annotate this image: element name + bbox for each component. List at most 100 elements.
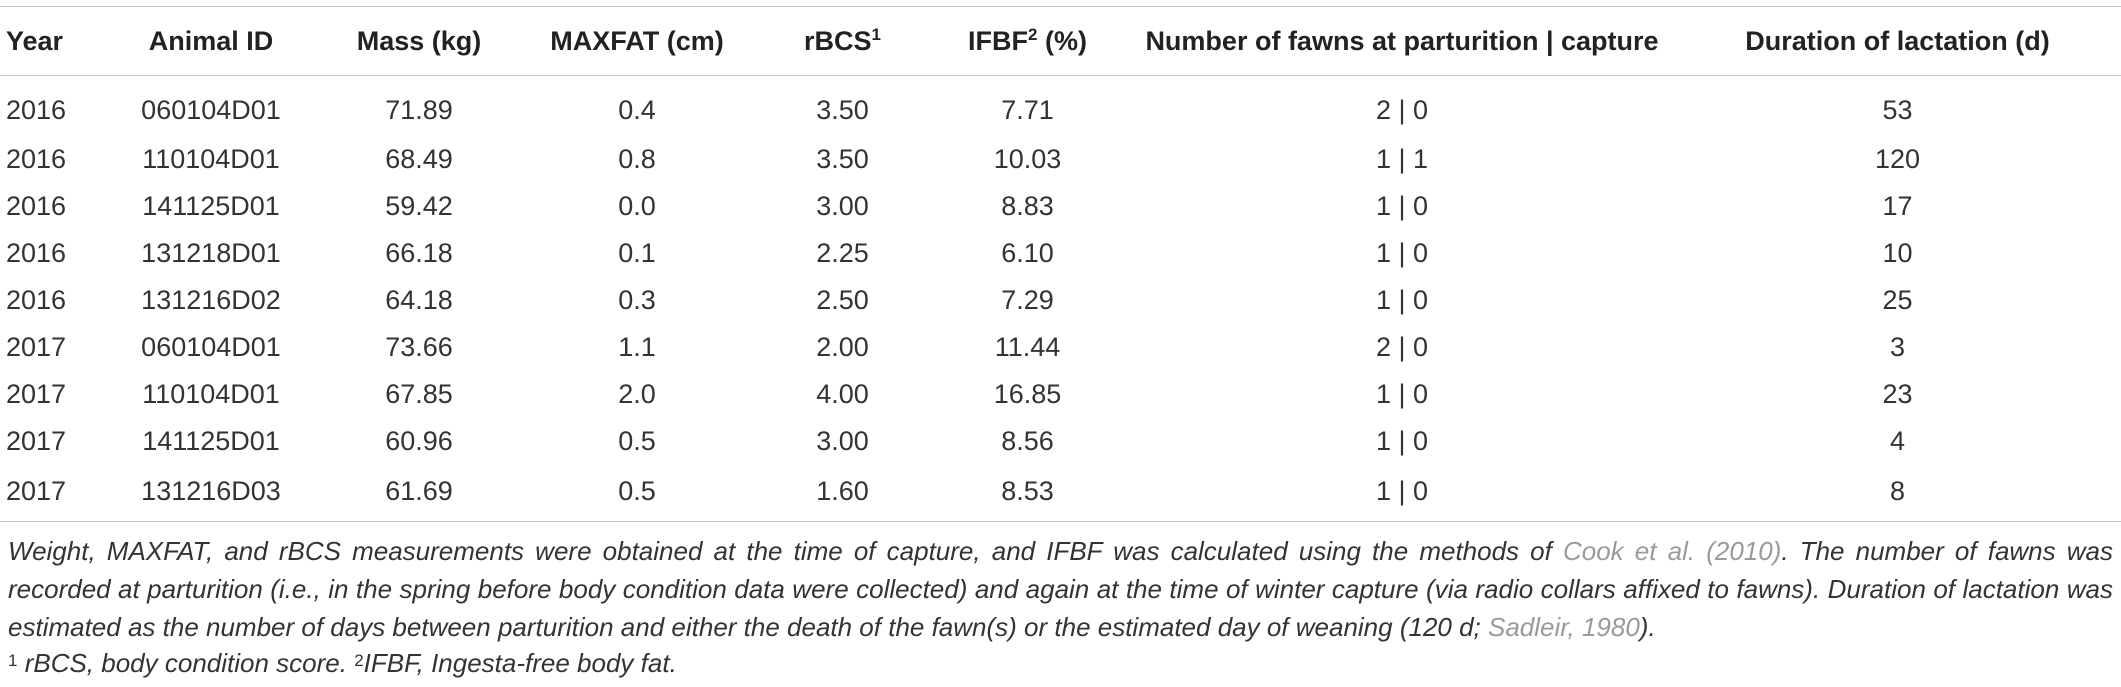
cell-lactation: 4 xyxy=(1889,426,1906,456)
table-row: 2017 060104D01 73.66 1.1 2.00 11.44 2 | … xyxy=(0,324,2121,371)
header-mass: Mass (kg) xyxy=(324,6,514,76)
cell-fawns: 1 | 1 xyxy=(1375,144,1429,174)
table-row: 2017 141125D01 60.96 0.5 3.00 8.56 1 | 0… xyxy=(0,418,2121,465)
cell-fawns: 1 | 0 xyxy=(1375,426,1429,456)
cell-lactation: 25 xyxy=(1882,285,1913,315)
cell-maxfat: 0.1 xyxy=(618,238,656,268)
cell-maxfat: 0.4 xyxy=(618,94,656,125)
cell-mass: 67.85 xyxy=(385,379,453,409)
footnote-text-3: ). xyxy=(1639,612,1656,642)
cell-fawns: 1 | 0 xyxy=(1130,465,1674,522)
table-row: 2016 131218D01 66.18 0.1 2.25 6.10 1 | 0… xyxy=(0,230,2121,277)
cell-lactation: 17 xyxy=(1882,191,1913,221)
cell-ifbf: 8.56 xyxy=(1001,426,1054,456)
cell-animal-id: 060104D01 xyxy=(141,94,281,125)
cell-lactation: 53 xyxy=(1882,94,1913,125)
table-row: 2016 131216D02 64.18 0.3 2.50 7.29 1 | 0… xyxy=(0,277,2121,324)
header-rbcs: rBCS1 xyxy=(760,6,925,76)
cell-mass: 66.18 xyxy=(385,238,453,268)
cell-animal-id: 141125D01 xyxy=(142,426,280,456)
table-header: Year Animal ID Mass (kg) MAXFAT (cm) rBC… xyxy=(0,6,2121,76)
cell-lactation: 8 xyxy=(1674,465,2121,522)
cell-ifbf: 8.53 xyxy=(925,465,1130,522)
citation-link-cook-2010[interactable]: Cook et al. (2010) xyxy=(1562,536,1782,566)
abbreviation-notes: 1 rBCS, body condition score. 2IFBF, Ing… xyxy=(8,646,2113,680)
cell-year: 2017 xyxy=(0,465,98,522)
cell-ifbf: 6.10 xyxy=(1001,238,1054,268)
header-maxfat: MAXFAT (cm) xyxy=(514,6,760,76)
cell-mass: 60.96 xyxy=(385,426,453,456)
cell-rbcs: 2.25 xyxy=(816,238,869,268)
cell-year: 2016 xyxy=(6,238,67,268)
cell-animal-id: 110104D01 xyxy=(142,144,280,174)
cell-maxfat: 1.1 xyxy=(618,332,656,362)
cell-year: 2017 xyxy=(6,379,67,409)
cell-fawns: 1 | 0 xyxy=(1375,379,1429,409)
cell-ifbf: 10.03 xyxy=(993,144,1062,174)
header-ifbf: IFBF2 (%) xyxy=(925,6,1130,76)
table-row: 2017 131216D03 61.69 0.5 1.60 8.53 1 | 0… xyxy=(0,465,2121,522)
cell-maxfat: 0.3 xyxy=(618,285,656,315)
cell-maxfat: 0.5 xyxy=(618,426,656,456)
cell-ifbf: 8.83 xyxy=(1001,191,1054,221)
cell-rbcs: 3.00 xyxy=(816,191,869,221)
cell-mass: 71.89 xyxy=(385,94,453,125)
header-ifbf-label: IFBF xyxy=(968,25,1029,56)
cell-maxfat: 2.0 xyxy=(618,379,656,409)
cell-mass: 59.42 xyxy=(385,191,453,221)
cell-mass: 61.69 xyxy=(324,465,514,522)
footnote-text-1: Weight, MAXFAT, and rBCS measurements we… xyxy=(8,536,1563,566)
cell-rbcs: 3.50 xyxy=(816,94,869,125)
header-ifbf-unit: (%) xyxy=(1037,25,1087,56)
cell-fawns: 2 | 0 xyxy=(1375,94,1429,125)
table-row: 2016 060104D01 71.89 0.4 3.50 7.71 2 | 0… xyxy=(0,76,2121,137)
header-fawns: Number of fawns at parturition | capture xyxy=(1130,6,1674,76)
cell-ifbf: 7.29 xyxy=(1001,285,1054,315)
note-1-text: rBCS, body condition score. xyxy=(17,648,355,678)
cell-lactation: 3 xyxy=(1889,332,1906,362)
cell-mass: 68.49 xyxy=(385,144,453,174)
header-rbcs-footnote-mark: 1 xyxy=(871,24,881,44)
footnote-text-2: . The number of fawns was recorded at pa… xyxy=(8,536,2113,642)
cell-maxfat: 0.8 xyxy=(618,144,656,174)
header-year: Year xyxy=(0,6,98,76)
cell-year: 2016 xyxy=(6,94,67,125)
cell-fawns: 1 | 0 xyxy=(1375,238,1429,268)
cell-fawns: 2 | 0 xyxy=(1375,332,1429,362)
cell-year: 2016 xyxy=(6,144,67,174)
cell-ifbf: 11.44 xyxy=(994,332,1061,362)
cell-year: 2017 xyxy=(6,332,67,362)
table-row: 2017 110104D01 67.85 2.0 4.00 16.85 1 | … xyxy=(0,371,2121,418)
citation-link-sadleir-1980[interactable]: Sadleir, 1980 xyxy=(1488,612,1640,642)
header-row: Year Animal ID Mass (kg) MAXFAT (cm) rBC… xyxy=(0,6,2121,76)
table-body: 2016 060104D01 71.89 0.4 3.50 7.71 2 | 0… xyxy=(0,76,2121,522)
cell-animal-id: 110104D01 xyxy=(142,379,280,409)
cell-ifbf: 7.71 xyxy=(1001,94,1054,125)
cell-animal-id: 131216D02 xyxy=(141,285,281,315)
cell-rbcs: 1.60 xyxy=(760,465,925,522)
cell-rbcs: 3.50 xyxy=(816,144,869,174)
table-row: 2016 141125D01 59.42 0.0 3.00 8.83 1 | 0… xyxy=(0,183,2121,230)
cell-maxfat: 0.0 xyxy=(618,191,656,221)
cell-rbcs: 2.00 xyxy=(816,332,869,362)
cell-animal-id: 131216D03 xyxy=(98,465,324,522)
cell-rbcs: 3.00 xyxy=(816,426,869,456)
cell-rbcs: 4.00 xyxy=(816,379,869,409)
header-animal-id: Animal ID xyxy=(98,6,324,76)
cell-fawns: 1 | 0 xyxy=(1375,191,1429,221)
note-1-mark: 1 xyxy=(8,651,18,670)
note-2-mark: 2 xyxy=(354,651,364,670)
cell-year: 2017 xyxy=(6,426,67,456)
header-rbcs-label: rBCS xyxy=(804,25,872,56)
cell-mass: 73.66 xyxy=(385,332,453,362)
header-ifbf-footnote-mark: 2 xyxy=(1028,24,1038,44)
cell-year: 2016 xyxy=(6,191,67,221)
cell-animal-id: 060104D01 xyxy=(141,332,281,362)
cell-animal-id: 131218D01 xyxy=(141,238,281,268)
header-lactation: Duration of lactation (d) xyxy=(1674,6,2121,76)
cell-rbcs: 2.50 xyxy=(816,285,869,315)
cell-animal-id: 141125D01 xyxy=(142,191,280,221)
cell-ifbf: 16.85 xyxy=(993,379,1062,409)
cell-lactation: 120 xyxy=(1874,144,1921,174)
